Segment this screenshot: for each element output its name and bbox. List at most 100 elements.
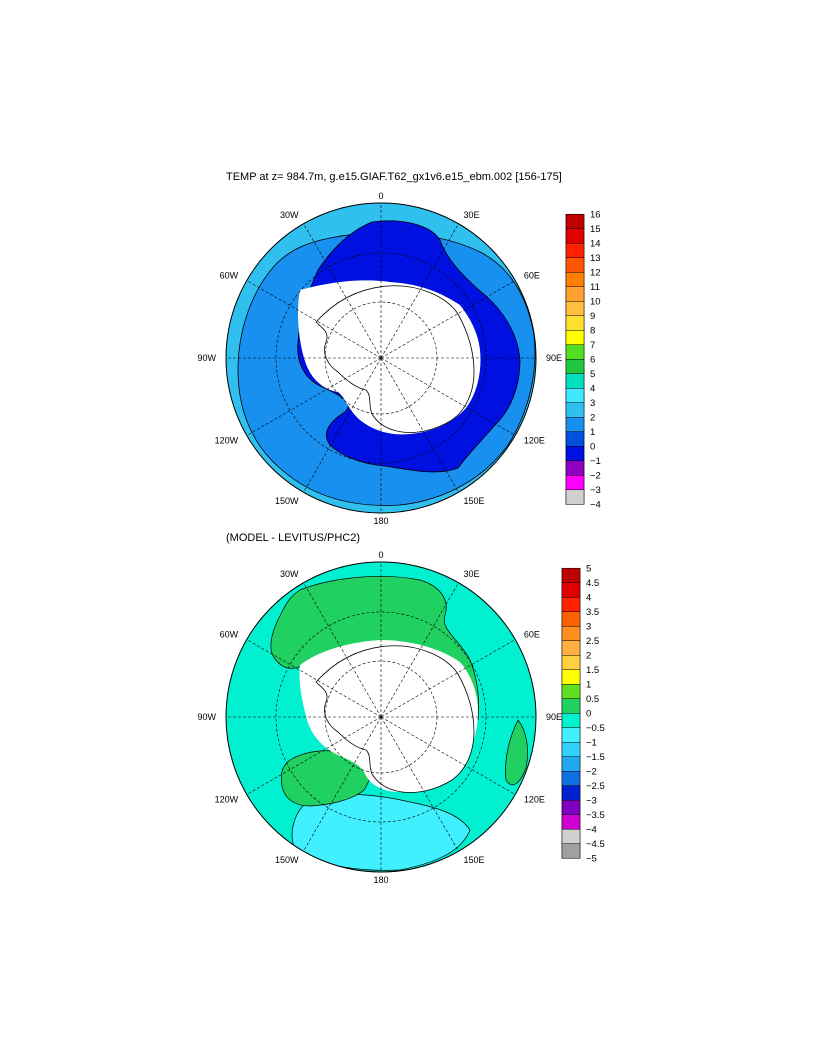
bottom-colorbar-label: −1.5 [586,752,605,763]
top-colorbar-label: 4 [590,383,595,394]
map-top: 0 30E 60E 90E 120E 150E 180 150W 120W 90W 60W 30W [197,191,562,526]
bottom-colorbar-swatch [561,814,581,830]
top-colorbar-swatch [565,301,585,316]
top-colorbar-swatch [565,330,585,345]
top-meridian-line [380,223,459,359]
top-colorbar-swatch [565,446,585,461]
top-meridian-line [246,280,382,359]
bottom-colorbar-swatch [561,640,581,656]
top-colorbar-label: 10 [590,296,601,307]
bottom-meridian-line [380,716,459,852]
bottom-colorbar-swatch [561,785,581,801]
top-colorbar-swatch [565,228,585,244]
top-colorbar-label: 15 [590,224,601,235]
top-colorbar-swatch [565,214,585,229]
top-meridian-label: 120W [215,436,239,446]
bottom-colorbar-label: −4 [586,824,597,835]
top-meridian-line [380,280,516,359]
bottom-colorbar-label: 5 [586,563,591,574]
bottom-meridian-label: 120E [524,795,545,805]
bottom-meridian-label: 30E [464,569,480,579]
map-title-bottom: (MODEL - LEVITUS/PHC2) [226,532,361,544]
top-colorbar-label: 2 [590,412,595,423]
top-colorbar-swatch [565,417,585,432]
colorbar-bottom: 5 4.5 4 3.5 3 2.5 2 1.5 1 0.5 0 −0.5 −1 −1.5 −2 −2.5 −3 −… [561,563,605,864]
anomaly-field-0-0.5-east [505,719,528,786]
top-meridian-line [246,357,382,436]
bottom-colorbar-label: −3 [586,795,597,806]
bottom-meridian-label: 150W [275,855,299,865]
bottom-colorbar-label: −2.5 [586,781,605,792]
bottom-meridian-label: 120W [215,795,239,805]
bottom-colorbar-swatch [561,669,581,685]
bottom-meridian-label: 150E [464,855,485,865]
map-boundary-bottom [225,561,537,873]
top-meridian-label: 60W [220,271,239,281]
bottom-colorbar-swatch [561,829,581,844]
bottom-colorbar-label: −1 [586,737,597,748]
bottom-colorbar-swatch [561,756,581,772]
top-colorbar-label: 7 [590,340,595,351]
top-colorbar-swatch [565,272,585,287]
top-colorbar-swatch [565,359,585,374]
top-colorbar-label: 3 [590,398,595,409]
top-meridian-label: 150E [464,496,485,506]
bottom-colorbar-swatch [561,843,581,859]
top-meridian-line [303,223,382,359]
bottom-colorbar-swatch [561,611,581,627]
bottom-colorbar-swatch [561,655,581,670]
bottom-meridian-line [246,716,382,795]
bottom-colorbar-label: −2 [586,766,597,777]
bottom-colorbar-swatch [561,713,581,728]
bottom-colorbar-swatch [561,597,581,612]
top-colorbar-swatch [565,388,585,403]
bottom-meridian-label: 60W [220,630,239,640]
top-meridian-label: 0 [378,191,383,201]
top-colorbar-swatch [565,475,585,490]
bottom-colorbar-swatch [561,742,581,757]
bottom-meridian-line [380,716,516,795]
bottom-meridian-label: 0 [378,550,383,560]
bottom-colorbar-label: 4.5 [586,578,599,589]
top-meridian-label: 180 [373,516,388,526]
top-colorbar-swatch [565,489,585,505]
top-colorbar-label: 13 [590,253,601,264]
antarctica-top [315,285,475,433]
bottom-meridian-label: 60E [524,630,540,640]
top-colorbar-swatch [565,344,585,360]
bottom-colorbar-label: 0 [586,708,591,719]
map-bottom: 0 30E 60E 90E 120E 150E 180 150W 120W 90W 60W 30W [197,550,562,885]
bottom-colorbar-swatch [561,727,581,743]
bottom-meridian-line [246,639,382,718]
top-colorbar-swatch [565,402,585,418]
top-meridian-line [380,357,516,436]
top-colorbar-label: −4 [590,499,601,510]
top-colorbar-label: 14 [590,238,601,249]
bottom-colorbar-swatch [561,698,581,714]
bottom-colorbar-swatch [561,684,581,699]
antarctica-bottom [315,645,475,793]
bottom-colorbar-swatch [561,800,581,815]
bottom-colorbar-label: 1.5 [586,665,599,676]
bottom-colorbar-label: 3 [586,621,591,632]
bottom-colorbar-label: −4.5 [586,839,605,850]
map-title-top: TEMP at z= 984.7m, g.e15.GIAF.T62_gx1v6.… [226,171,562,183]
top-colorbar-swatch [565,431,585,447]
top-meridian-label: 60E [524,271,540,281]
top-meridian-label: 120E [524,436,545,446]
top-colorbar-label: −1 [590,456,601,467]
bottom-meridian-label: 30W [280,569,299,579]
top-meridian-line [303,357,382,493]
bottom-colorbar-label: −3.5 [586,810,605,821]
top-colorbar-swatch [565,286,585,302]
bottom-colorbar-label: 4 [586,592,591,603]
top-meridian-label: 30E [464,210,480,220]
top-meridian-label: 150W [275,496,299,506]
top-colorbar-label: 16 [590,209,601,220]
bottom-meridian-label: 90E [546,712,562,722]
bottom-meridian-line [380,582,459,718]
top-colorbar-label: −3 [590,485,601,496]
